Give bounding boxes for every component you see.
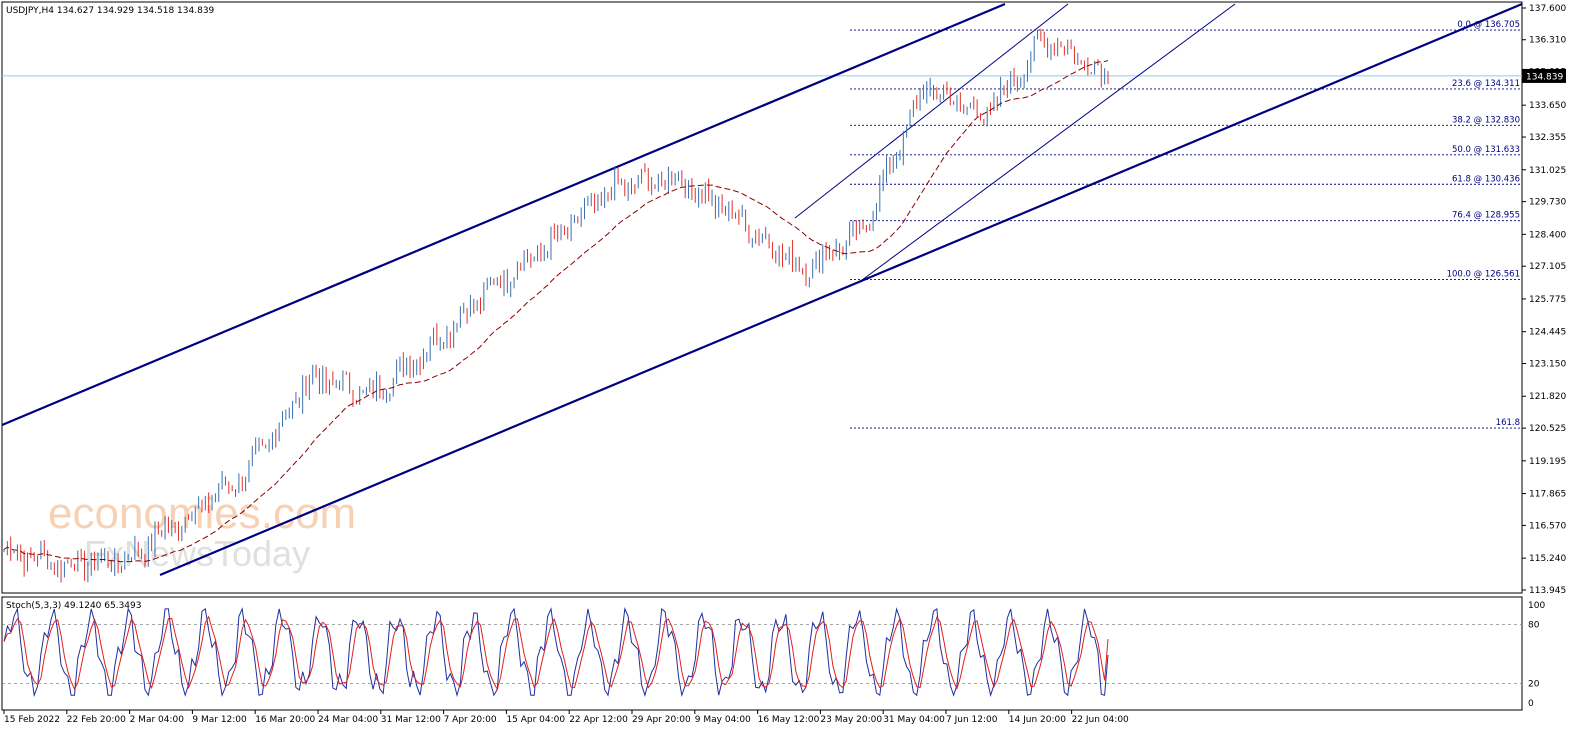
stoch-header: Stoch(5,3,3) 49.1240 65.3493 bbox=[6, 601, 141, 611]
time-tick-label: 16 Mar 20:00 bbox=[255, 715, 315, 725]
price-tick-label: 127.105 bbox=[1529, 262, 1566, 272]
price-tick-label: 128.400 bbox=[1529, 230, 1566, 240]
time-tick-label: 15 Apr 04:00 bbox=[506, 715, 565, 725]
price-tick-label: 113.945 bbox=[1529, 586, 1566, 596]
fib-label: 76.4 @ 128.955 bbox=[1452, 211, 1520, 221]
chart-header: USDJPY,H4 134.627 134.929 134.518 134.83… bbox=[6, 6, 215, 16]
price-tick-label: 136.310 bbox=[1529, 36, 1566, 46]
time-tick-label: 24 Mar 04:00 bbox=[318, 715, 378, 725]
current-price-label: 134.839 bbox=[1526, 72, 1563, 82]
fib-label: 23.6 @ 134.311 bbox=[1452, 79, 1520, 89]
watermark-line1: economies.com bbox=[48, 489, 356, 538]
stoch-tick-label: 0 bbox=[1528, 699, 1534, 709]
price-tick-label: 120.525 bbox=[1529, 424, 1566, 434]
price-tick-label: 115.240 bbox=[1529, 554, 1566, 564]
price-tick-label: 137.600 bbox=[1529, 4, 1566, 14]
current-price-tag bbox=[1522, 68, 1566, 83]
price-tick-label: 129.730 bbox=[1529, 198, 1566, 208]
price-tick-label: 123.150 bbox=[1529, 360, 1566, 370]
time-tick-label: 22 Jun 04:00 bbox=[1072, 715, 1129, 725]
time-tick-label: 22 Apr 12:00 bbox=[569, 715, 628, 725]
price-tick-label: 119.195 bbox=[1529, 457, 1566, 467]
stoch-pane-frame bbox=[1, 596, 1523, 711]
fib-label: 100.0 @ 126.561 bbox=[1447, 270, 1520, 280]
channel-upper-line bbox=[1, 2, 1006, 427]
price-axis: 137.600136.310135.015133.650132.355131.0… bbox=[1522, 4, 1566, 596]
price-tick-label: 125.775 bbox=[1529, 295, 1566, 305]
ma-line bbox=[3, 60, 1109, 563]
stoch-tick-label: 80 bbox=[1528, 621, 1540, 631]
fib-label: 161.8 bbox=[1496, 418, 1520, 428]
stochastic: 100 80 20 0 bbox=[2, 601, 1545, 709]
trend-channels[interactable] bbox=[1, 2, 1523, 577]
time-tick-label: 14 Jun 20:00 bbox=[1009, 715, 1066, 725]
time-tick-label: 15 Feb 2022 bbox=[4, 715, 60, 725]
sub-channel-lower-line bbox=[857, 3, 1236, 284]
channel-lower-line bbox=[159, 2, 1523, 577]
fib-label: 38.2 @ 132.830 bbox=[1452, 115, 1520, 125]
time-tick-label: 31 Mar 12:00 bbox=[381, 715, 441, 725]
price-tick-label: 121.820 bbox=[1529, 392, 1566, 402]
time-tick-label: 31 May 04:00 bbox=[883, 715, 945, 725]
price-tick-label: 133.650 bbox=[1529, 101, 1566, 111]
stoch-tick-label: 20 bbox=[1528, 679, 1540, 689]
sub-channel-upper-line bbox=[794, 3, 1069, 219]
price-tick-label: 132.355 bbox=[1529, 133, 1566, 143]
stoch-tick-label: 100 bbox=[1528, 601, 1545, 611]
fib-label: 0.0 @ 136.705 bbox=[1457, 20, 1520, 30]
price-tick-label: 124.445 bbox=[1529, 328, 1566, 338]
time-tick-label: 2 Mar 04:00 bbox=[130, 715, 185, 725]
time-tick-label: 7 Apr 20:00 bbox=[444, 715, 497, 725]
moving-average bbox=[3, 60, 1109, 563]
candles bbox=[3, 28, 1109, 583]
time-tick-label: 22 Feb 20:00 bbox=[67, 715, 126, 725]
fib-label: 61.8 @ 130.436 bbox=[1452, 174, 1520, 184]
time-axis: 15 Feb 2022 22 Feb 20:00 2 Mar 04:00 9 Mar … bbox=[3, 710, 1129, 725]
time-tick-label: 16 May 12:00 bbox=[758, 715, 820, 725]
fib-label: 50.0 @ 131.633 bbox=[1452, 145, 1520, 155]
price-tick-label: 117.865 bbox=[1529, 490, 1566, 500]
time-tick-label: 23 May 20:00 bbox=[820, 715, 882, 725]
price-tick-label: 131.025 bbox=[1529, 166, 1566, 176]
fib-levels: 0.0 @ 136.705 23.6 @ 134.311 38.2 @ 132.83… bbox=[2, 20, 1522, 429]
time-tick-label: 9 May 04:00 bbox=[695, 715, 751, 725]
main-pane-frame bbox=[1, 1, 1523, 594]
price-tick-label: 116.570 bbox=[1529, 521, 1566, 531]
time-tick-label: 9 Mar 12:00 bbox=[192, 715, 247, 725]
time-tick-label: 29 Apr 20:00 bbox=[632, 715, 691, 725]
time-tick-label: 7 Jun 12:00 bbox=[946, 715, 998, 725]
stoch-signal-line bbox=[3, 615, 1109, 691]
watermark: economies.com FxNewsToday bbox=[48, 489, 356, 574]
